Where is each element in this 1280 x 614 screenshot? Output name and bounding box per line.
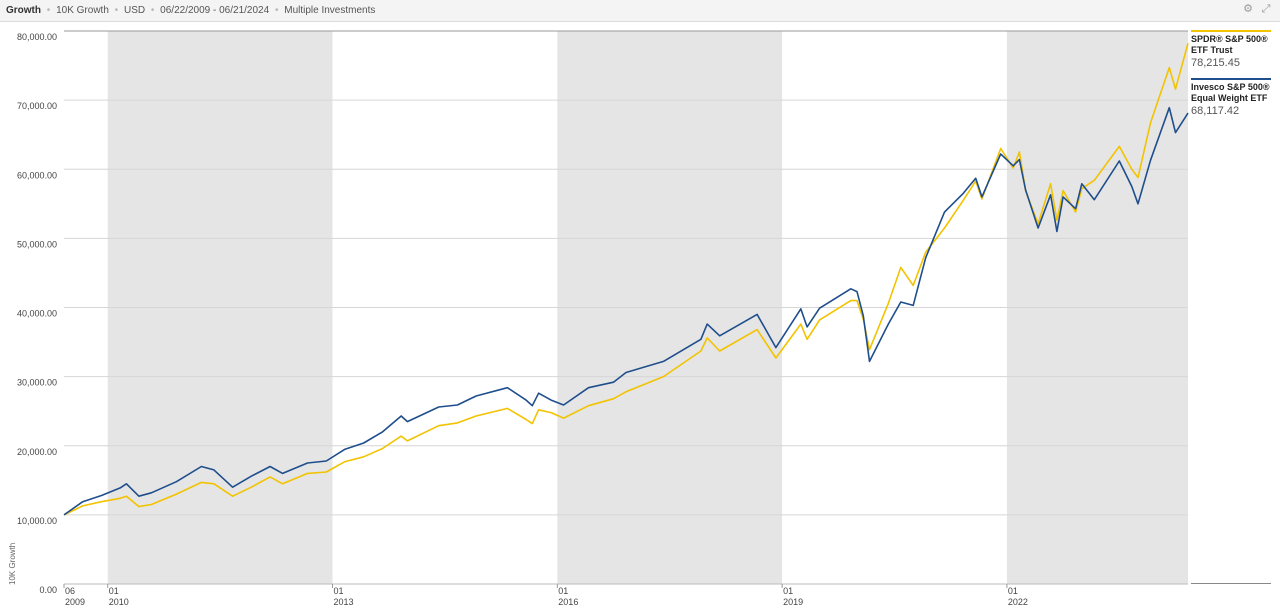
legend-value-rsp: 68,117.42 xyxy=(1191,105,1240,117)
legend-name-rsp: Invesco S&P 500® xyxy=(1191,82,1270,92)
breadcrumb-10k-growth[interactable]: 10K Growth xyxy=(56,5,109,16)
breadcrumb-investments[interactable]: Multiple Investments xyxy=(284,5,376,16)
y-tick-label: 70,000.00 xyxy=(17,101,57,111)
y-axis-ticks: 80,000.00 70,000.00 60,000.00 50,000.00 40,0… xyxy=(17,32,57,595)
x-tick-year: 2019 xyxy=(783,597,803,607)
x-tick-month: 06 xyxy=(65,586,75,596)
expand-icon[interactable]: ⤢ xyxy=(1261,3,1271,15)
legend-name-rsp-line2: Equal Weight ETF xyxy=(1191,93,1268,103)
breadcrumb-separator: • xyxy=(274,5,279,16)
legend: SPDR® S&P 500® ETF Trust 78,215.45 Inves… xyxy=(1191,30,1271,126)
y-tick-label: 40,000.00 xyxy=(17,309,57,319)
gridlines xyxy=(64,30,1188,585)
y-axis-label: 10K Growth xyxy=(8,543,17,585)
x-tick-month: 01 xyxy=(1008,586,1018,596)
x-tick-year: 2010 xyxy=(109,597,129,607)
chart-header: Growth • 10K Growth • USD • 06/22/2009 -… xyxy=(0,0,1280,22)
series-line-1[interactable] xyxy=(63,106,1189,516)
breadcrumb-separator: • xyxy=(114,5,119,16)
x-tick-year: 2016 xyxy=(558,597,578,607)
legend-name-spy: SPDR® S&P 500® xyxy=(1191,34,1268,44)
y-tick-label: 80,000.00 xyxy=(17,32,57,42)
x-tick-year: 2013 xyxy=(334,597,354,607)
breadcrumb-date-range[interactable]: 06/22/2009 - 06/21/2024 xyxy=(160,5,270,16)
chart-tools: ⚙ ⤢ xyxy=(1242,3,1272,15)
y-tick-label: 50,000.00 xyxy=(17,239,57,249)
legend-divider xyxy=(1191,583,1271,584)
breadcrumb-separator: • xyxy=(46,5,51,16)
x-tick-month: 01 xyxy=(783,586,793,596)
x-tick-month: 01 xyxy=(334,586,344,596)
x-tick-month: 01 xyxy=(558,586,568,596)
legend-name-spy-line2: ETF Trust xyxy=(1191,45,1233,55)
breadcrumb-growth[interactable]: Growth xyxy=(6,5,41,16)
y-tick-label: 60,000.00 xyxy=(17,170,57,180)
legend-item-rsp[interactable]: Invesco S&P 500® Equal Weight ETF 68,117… xyxy=(1191,78,1271,118)
breadcrumb-currency[interactable]: USD xyxy=(123,5,146,16)
y-tick-label: 0.00 xyxy=(39,585,57,595)
y-tick-label: 30,000.00 xyxy=(17,378,57,388)
breadcrumb-separator: • xyxy=(150,5,155,16)
series-lines xyxy=(63,43,1189,516)
legend-value-spy: 78,215.45 xyxy=(1191,57,1240,69)
x-tick-month: 01 xyxy=(109,586,119,596)
gear-icon[interactable]: ⚙ xyxy=(1243,3,1253,15)
legend-item-spy[interactable]: SPDR® S&P 500® ETF Trust 78,215.45 xyxy=(1191,30,1271,70)
x-tick-year: 2009 xyxy=(65,597,85,607)
series-line-0[interactable] xyxy=(63,43,1189,516)
y-tick-label: 10,000.00 xyxy=(17,516,57,526)
x-tick-year: 2022 xyxy=(1008,597,1028,607)
y-tick-label: 20,000.00 xyxy=(17,447,57,457)
